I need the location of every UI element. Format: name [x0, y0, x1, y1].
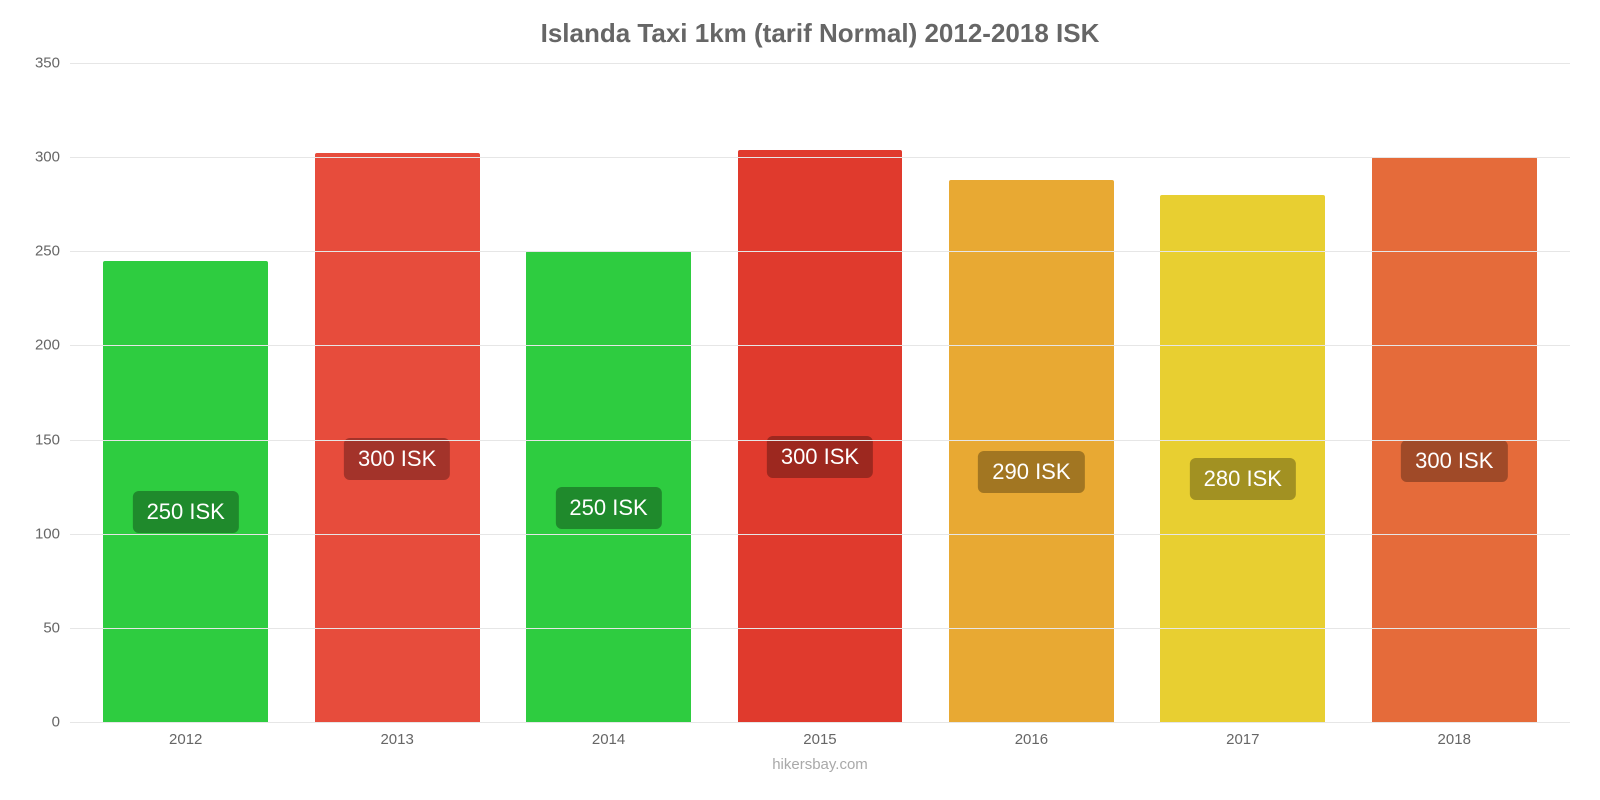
x-tick-label: 2013: [291, 731, 502, 748]
bar-chart: Islanda Taxi 1km (tarif Normal) 2012-201…: [0, 0, 1600, 800]
bar-value-label: 250 ISK: [555, 487, 661, 529]
x-axis-labels: 2012201320142015201620172018: [70, 723, 1570, 748]
bar: 290 ISK: [949, 180, 1114, 722]
bar-value-label: 300 ISK: [767, 436, 873, 478]
x-tick-label: 2017: [1137, 731, 1348, 748]
bar-slot: 280 ISK: [1137, 63, 1348, 722]
x-tick-label: 2015: [714, 731, 925, 748]
plot-area: 250 ISK 300 ISK 250 ISK 300 ISK 290 ISK 280 I…: [70, 63, 1570, 723]
y-tick-label: 300: [35, 149, 70, 166]
bar-slot: 300 ISK: [1349, 63, 1560, 722]
bar-value-label: 280 ISK: [1190, 458, 1296, 500]
gridline: [70, 157, 1570, 158]
y-tick-label: 50: [43, 619, 70, 636]
bar-slot: 300 ISK: [714, 63, 925, 722]
bar-value-label: 250 ISK: [133, 491, 239, 533]
bar-slot: 290 ISK: [926, 63, 1137, 722]
bar-value-label: 300 ISK: [344, 438, 450, 480]
gridline: [70, 63, 1570, 64]
y-tick-label: 250: [35, 243, 70, 260]
gridline: [70, 534, 1570, 535]
y-tick-label: 150: [35, 431, 70, 448]
bar-slot: 250 ISK: [80, 63, 291, 722]
bar-slot: 300 ISK: [291, 63, 502, 722]
bars-row: 250 ISK 300 ISK 250 ISK 300 ISK 290 ISK 280 I…: [70, 63, 1570, 722]
chart-title: Islanda Taxi 1km (tarif Normal) 2012-201…: [70, 18, 1570, 49]
gridline: [70, 722, 1570, 723]
gridline: [70, 440, 1570, 441]
bar: 280 ISK: [1160, 195, 1325, 722]
gridline: [70, 628, 1570, 629]
gridline: [70, 251, 1570, 252]
bar-slot: 250 ISK: [503, 63, 714, 722]
gridline: [70, 345, 1570, 346]
bar: 300 ISK: [315, 153, 480, 722]
bar: 250 ISK: [103, 261, 268, 722]
y-tick-label: 0: [52, 714, 70, 731]
y-tick-label: 350: [35, 55, 70, 72]
bar-value-label: 290 ISK: [978, 451, 1084, 493]
y-tick-label: 100: [35, 525, 70, 542]
x-tick-label: 2018: [1349, 731, 1560, 748]
bar: 300 ISK: [738, 150, 903, 722]
attribution: hikersbay.com: [70, 756, 1570, 773]
x-tick-label: 2014: [503, 731, 714, 748]
x-tick-label: 2012: [80, 731, 291, 748]
bar-value-label: 300 ISK: [1401, 440, 1507, 482]
bar: 250 ISK: [526, 251, 691, 722]
y-tick-label: 200: [35, 337, 70, 354]
x-tick-label: 2016: [926, 731, 1137, 748]
